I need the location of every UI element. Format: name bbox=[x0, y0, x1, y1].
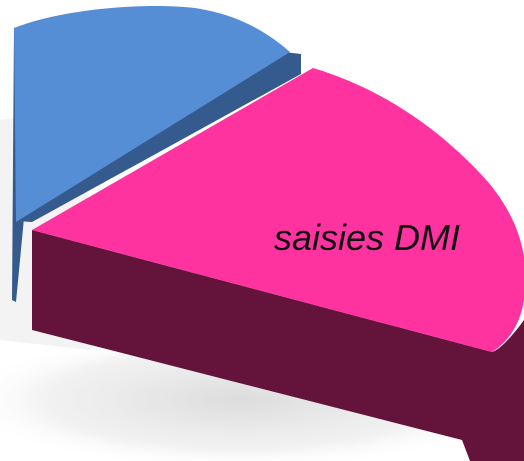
pie-slice-1-side bbox=[16, 52, 301, 222]
pie-slice-2-label: saisies DMI bbox=[274, 217, 460, 258]
pie-slice-2 bbox=[32, 68, 524, 352]
pie-slice-1 bbox=[14, 6, 290, 223]
pie-slice-2-side bbox=[32, 230, 524, 461]
